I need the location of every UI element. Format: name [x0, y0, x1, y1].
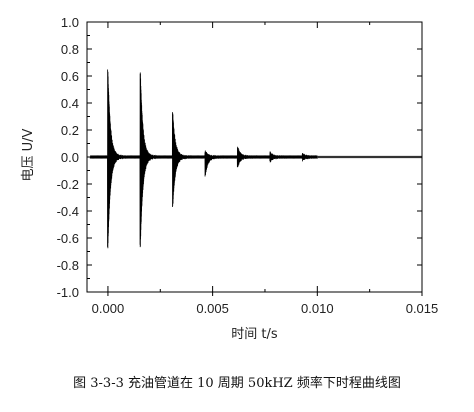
y-tick-label: -0.2 [57, 177, 79, 192]
y-tick-label: -0.4 [57, 204, 79, 219]
figure-caption: 图 3-3-3 充油管道在 10 周期 50kHZ 频率下时程曲线图 [73, 376, 401, 391]
y-tick-label: 0.4 [61, 96, 79, 111]
y-tick-label: -0.8 [57, 258, 79, 273]
x-tick-label: 0.010 [301, 301, 334, 316]
x-tick-label: 0.005 [196, 301, 229, 316]
y-tick-label: 1.0 [61, 15, 79, 30]
y-tick-label: -1.0 [57, 285, 79, 300]
y-tick-label: 0.8 [61, 42, 79, 57]
tick-labels: 1.0 0.8 0.6 0.4 0.2 0.0 -0.2 -0.4 -0.6 -0.8 -1.0 0.… [57, 15, 439, 316]
signal-tail-line [317, 155, 423, 159]
time-history-chart: 1.0 0.8 0.6 0.4 0.2 0.0 -0.2 -0.4 -0.6 -0.8 -1.0 0.… [21, 15, 439, 342]
x-tick-label: 0.000 [92, 301, 125, 316]
plot-frame [86, 21, 423, 293]
x-axis-title: 时间 t/s [231, 327, 278, 342]
y-tick-label: 0.0 [61, 150, 79, 165]
signal-line [89, 69, 318, 249]
y-tick-label: 0.6 [61, 69, 79, 84]
x-tick-label: 0.015 [406, 301, 439, 316]
y-tick-label: 0.2 [61, 123, 79, 138]
axis-ticks [87, 21, 423, 296]
y-tick-label: -0.6 [57, 231, 79, 246]
y-axis-title: 电压 U/V [21, 128, 36, 181]
